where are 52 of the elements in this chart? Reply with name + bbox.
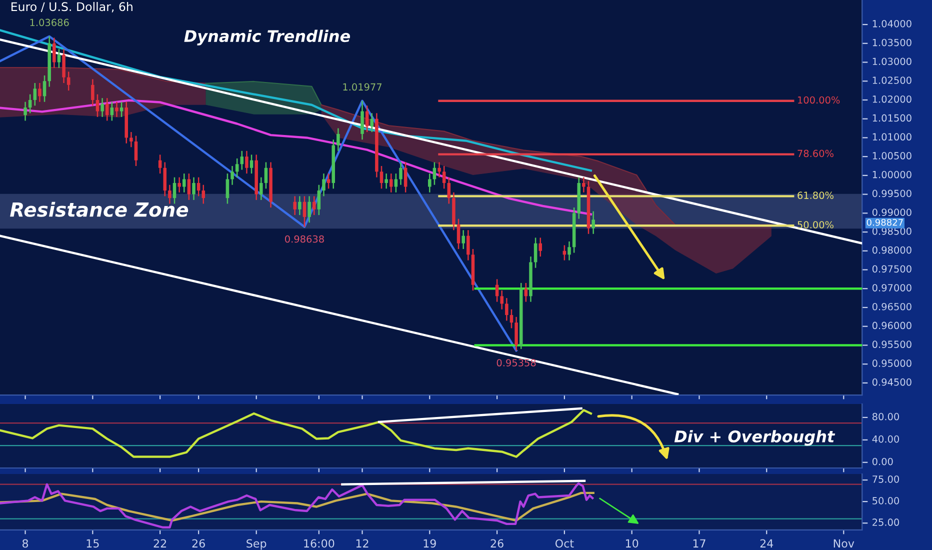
- series-label: 78.60%: [798, 150, 834, 158]
- y-tick-label: 1.01000: [872, 133, 912, 141]
- y-tick-label: 0.95000: [872, 360, 912, 367]
- x-tick-label: Nov: [834, 539, 854, 548]
- y-tick-label: 0.95500: [872, 340, 912, 348]
- x-tick-label: 15: [86, 539, 99, 548]
- series-label: 50.00%: [798, 221, 834, 228]
- annotation: Div + Overbought: [674, 430, 836, 446]
- x-tick-label: 22: [154, 539, 166, 548]
- annotation: 1.01977: [343, 83, 382, 91]
- y-tick-label: 1.02500: [872, 76, 912, 84]
- x-tick-label: 17: [693, 539, 706, 548]
- annotation: 1.03686: [30, 18, 69, 26]
- y-tick-label: 0.99000: [872, 208, 912, 216]
- y-tick-label: 1.04000: [872, 20, 912, 28]
- series-label: 61.80%: [798, 192, 834, 200]
- text: 0.98827: [866, 218, 903, 226]
- x-tick-label: 24: [760, 539, 774, 548]
- x-tick-label: 26: [490, 539, 504, 548]
- y-tick-label: 0.99500: [872, 190, 912, 198]
- series-label: 100.00%: [798, 96, 840, 104]
- x-tick-label: 16:00: [304, 539, 334, 548]
- band-label: Resistance Zone: [10, 202, 188, 217]
- x-tick-label: 8: [22, 539, 28, 548]
- annotation: Dynamic Trendline: [184, 30, 350, 46]
- y-tick-label: 0.97000: [872, 284, 912, 292]
- annotation: 0.95358: [496, 359, 536, 366]
- y-tick-label: 0.96000: [872, 322, 912, 330]
- x-tick-label: 10: [626, 539, 638, 548]
- y-tick-label: 40.00: [872, 435, 900, 443]
- x-tick-label: 12: [356, 539, 368, 548]
- y-tick-label: 0.94500: [872, 378, 912, 386]
- x-tick-label: 26: [192, 539, 205, 548]
- y-tick-label: 25.00: [872, 518, 900, 526]
- y-tick-label: 50.00: [872, 497, 900, 504]
- x-tick-label: Oct: [555, 539, 574, 548]
- y-tick-label: 1.00000: [872, 170, 912, 178]
- x-tick-label: Sep: [246, 539, 266, 550]
- y-tick-label: 1.03000: [872, 58, 912, 66]
- y-tick-label: 1.01500: [872, 114, 912, 122]
- chart-title: Euro / U.S. Dollar, 6h: [12, 2, 132, 12]
- y-tick-label: 1.00500: [872, 152, 912, 160]
- y-tick-label: 75.00: [872, 475, 900, 483]
- y-tick-label: 0.98000: [872, 246, 912, 254]
- y-tick-label: 80.00: [872, 412, 900, 420]
- y-tick-label: 1.03500: [872, 38, 912, 46]
- annotation: 0.98638: [285, 235, 324, 243]
- y-tick-label: 0.97500: [872, 265, 912, 273]
- y-tick-label: 0.96500: [872, 302, 912, 310]
- y-tick-label: 0.00: [872, 458, 893, 466]
- x-tick-label: 19: [424, 539, 436, 548]
- y-tick-label: 1.02000: [872, 95, 912, 103]
